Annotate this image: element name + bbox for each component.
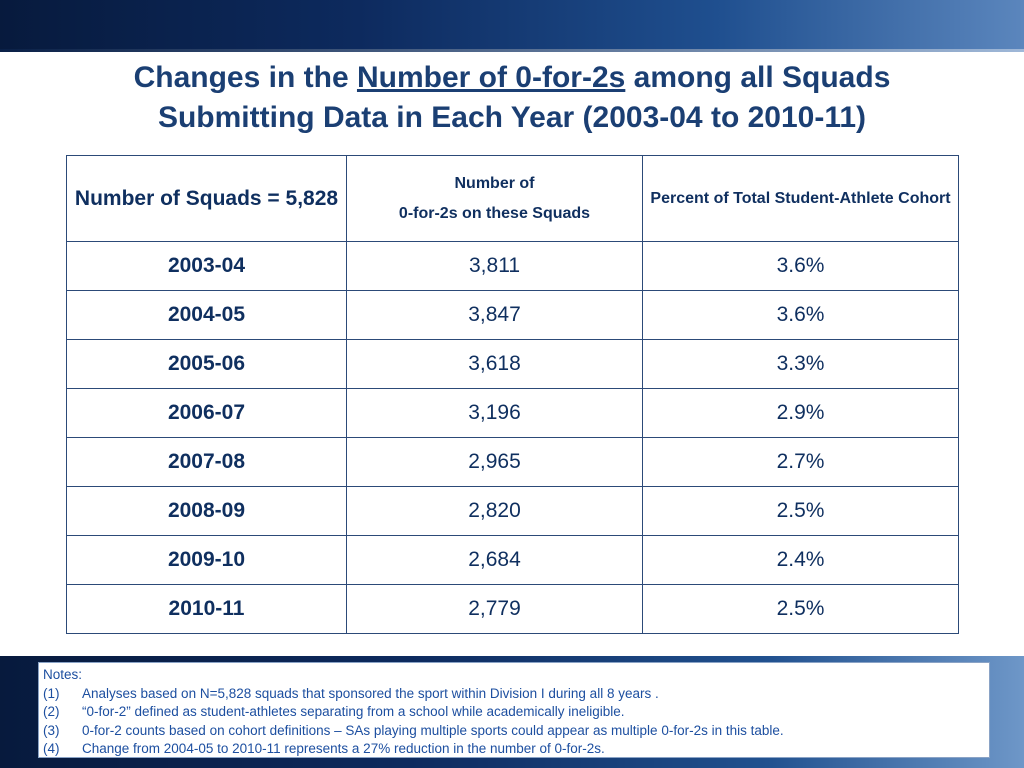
cell-count: 3,847 xyxy=(346,290,643,340)
cell-percent: 2.4% xyxy=(642,535,959,585)
title-line-2: Submitting Data in Each Year (2003-04 to… xyxy=(157,101,867,134)
header-squads: Number of Squads = 5,828 xyxy=(66,155,347,242)
title-text-before: Changes in the xyxy=(133,61,357,94)
top-banner xyxy=(0,0,1024,52)
note-text: Analyses based on N=5,828 squads that sp… xyxy=(82,685,659,701)
cell-percent: 3.6% xyxy=(642,290,959,340)
note-number: (3) xyxy=(43,722,60,738)
cell-percent: 3.3% xyxy=(642,339,959,389)
cell-year: 2006-07 xyxy=(66,388,347,438)
slide-title: Changes in the Number of 0-for-2s among … xyxy=(40,58,984,138)
title-underlined-text: Number of 0-for-2s xyxy=(356,61,626,94)
cell-count: 2,779 xyxy=(346,584,643,634)
note-number: (4) xyxy=(43,741,60,756)
note-item: (1) Analyses based on N=5,828 squads tha… xyxy=(43,685,985,704)
cell-year: 2007-08 xyxy=(66,437,347,487)
table-header-row: Number of Squads = 5,828 Number of 0-for… xyxy=(66,155,959,242)
cell-percent: 2.9% xyxy=(642,388,959,438)
note-item: (3) 0-for-2 counts based on cohort defin… xyxy=(43,722,985,741)
cell-count: 3,811 xyxy=(346,241,643,291)
data-table: Number of Squads = 5,828 Number of 0-for… xyxy=(66,155,959,634)
table-row: 2010-11 2,779 2.5% xyxy=(66,584,959,634)
notes-heading: Notes: xyxy=(43,667,83,682)
note-text: Change from 2004-05 to 2010-11 represent… xyxy=(82,741,605,756)
title-line-1: Changes in the Number of 0-for-2s among … xyxy=(40,58,984,98)
cell-percent: 2.5% xyxy=(642,584,959,634)
note-text: “0-for-2” defined as student-athletes se… xyxy=(82,704,625,719)
cell-percent: 3.6% xyxy=(642,241,959,291)
cell-count: 2,820 xyxy=(346,486,643,536)
note-item: (4) Change from 2004-05 to 2010-11 repre… xyxy=(43,740,985,759)
cell-count: 3,196 xyxy=(346,388,643,438)
cell-percent: 2.7% xyxy=(642,437,959,487)
notes-box: Notes: (1) Analyses based on N=5,828 squ… xyxy=(38,662,990,758)
header-percent: Percent of Total Student-Athlete Cohort xyxy=(642,155,959,242)
cell-year: 2003-04 xyxy=(66,241,347,291)
title-text-after: among all Squads xyxy=(625,61,891,94)
cell-count: 2,684 xyxy=(346,535,643,585)
table-row: 2005-06 3,618 3.3% xyxy=(66,339,959,389)
header-count-line-1: Number of xyxy=(454,174,535,192)
cell-count: 2,965 xyxy=(346,437,643,487)
cell-count: 3,618 xyxy=(346,339,643,389)
table-row: 2008-09 2,820 2.5% xyxy=(66,486,959,536)
cell-year: 2008-09 xyxy=(66,486,347,536)
note-number: (1) xyxy=(43,685,60,701)
cell-year: 2004-05 xyxy=(66,290,347,340)
table-row: 2009-10 2,684 2.4% xyxy=(66,535,959,585)
table-row: 2003-04 3,811 3.6% xyxy=(66,241,959,291)
note-item: (2) “0-for-2” defined as student-athlete… xyxy=(43,703,985,722)
cell-percent: 2.5% xyxy=(642,486,959,536)
table-row: 2004-05 3,847 3.6% xyxy=(66,290,959,340)
header-count-line-2: 0-for-2s on these Squads xyxy=(398,204,591,222)
note-number: (2) xyxy=(43,704,60,719)
cell-year: 2009-10 xyxy=(66,535,347,585)
cell-year: 2005-06 xyxy=(66,339,347,389)
note-text: 0-for-2 counts based on cohort definitio… xyxy=(82,722,784,738)
cell-year: 2010-11 xyxy=(66,584,347,634)
header-count: Number of 0-for-2s on these Squads xyxy=(346,155,643,242)
table-row: 2006-07 3,196 2.9% xyxy=(66,388,959,438)
table-row: 2007-08 2,965 2.7% xyxy=(66,437,959,487)
